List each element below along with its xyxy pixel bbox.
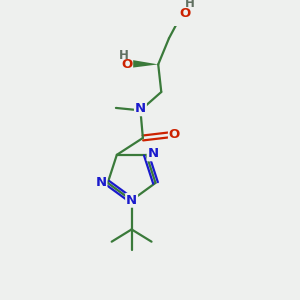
Text: H: H (119, 49, 129, 62)
Text: O: O (121, 58, 132, 70)
Text: N: N (95, 176, 106, 188)
Text: H: H (185, 0, 195, 10)
Text: N: N (135, 102, 146, 115)
Text: O: O (179, 7, 191, 20)
Text: N: N (148, 147, 159, 161)
Polygon shape (129, 59, 158, 68)
Text: N: N (126, 194, 137, 207)
Text: O: O (169, 128, 180, 141)
